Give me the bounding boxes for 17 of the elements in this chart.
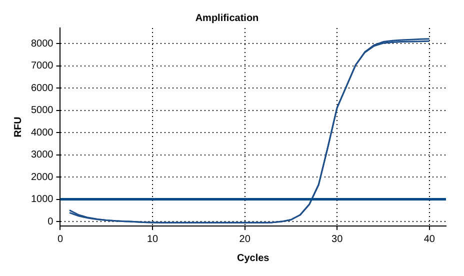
x-tick-label: 30 xyxy=(332,234,344,245)
y-tick-label: 8000 xyxy=(30,38,54,50)
y-tick-label: 3000 xyxy=(30,150,54,161)
y-tick-label: 4000 xyxy=(30,127,54,138)
x-tick-label: 10 xyxy=(146,234,159,245)
y-tick-label: 7000 xyxy=(30,60,54,72)
x-tick-label: 40 xyxy=(424,234,436,245)
x-tick-label: 0 xyxy=(57,234,64,245)
x-tick-label: 20 xyxy=(239,234,251,245)
y-tick-label: 6000 xyxy=(30,82,54,94)
y-axis-title: RFU xyxy=(12,116,24,138)
y-tick-label: 1000 xyxy=(30,194,54,206)
y-tick-label: 0 xyxy=(48,216,54,228)
y-tick-label: 5000 xyxy=(30,105,54,116)
x-axis-title: Cycles xyxy=(237,252,270,264)
y-tick-label: 2000 xyxy=(30,172,54,183)
chart-title: Amplification xyxy=(195,12,259,24)
